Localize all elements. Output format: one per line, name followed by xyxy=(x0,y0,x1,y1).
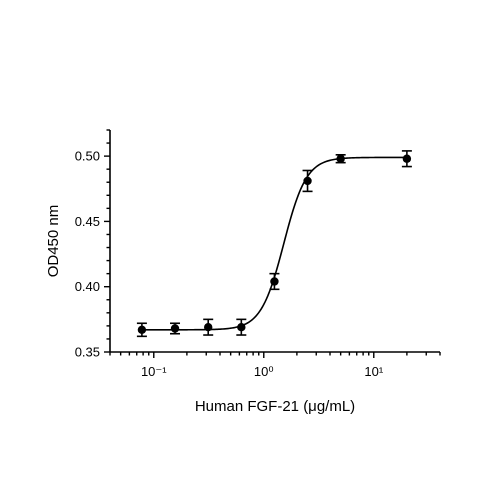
data-point xyxy=(270,277,279,286)
data-point-group xyxy=(170,322,181,335)
data-point xyxy=(336,154,345,163)
data-point xyxy=(303,176,312,186)
y-axis-title: OD450 nm xyxy=(45,205,62,278)
y-tick-label: 0.45 xyxy=(75,214,100,229)
data-point-group xyxy=(302,169,313,193)
data-point-group xyxy=(335,154,346,164)
y-tick-label: 0.35 xyxy=(75,345,100,360)
data-point xyxy=(237,322,246,332)
x-tick-label: 10⁻¹ xyxy=(141,364,167,379)
data-point xyxy=(170,324,180,333)
x-tick-label: 10¹ xyxy=(364,364,383,379)
data-point-group xyxy=(236,318,247,336)
data-point-group xyxy=(401,150,412,168)
data-point xyxy=(402,154,412,163)
data-point xyxy=(137,325,147,334)
data-point-group xyxy=(269,272,280,291)
data-point xyxy=(204,322,213,332)
y-axis: 0.35 0.40 0.45 0.50 xyxy=(75,129,111,360)
x-axis: 10⁻¹ 10⁰ 10¹ xyxy=(109,351,441,379)
x-axis-title: Human FGF-21 (μg/mL) xyxy=(195,398,355,415)
y-tick-label: 0.50 xyxy=(75,149,100,164)
y-tick-label: 0.40 xyxy=(75,279,100,294)
fit-curve xyxy=(141,156,407,331)
data-point-group xyxy=(203,318,214,336)
data-point-group xyxy=(136,322,147,338)
x-tick-label: 10⁰ xyxy=(254,364,274,379)
